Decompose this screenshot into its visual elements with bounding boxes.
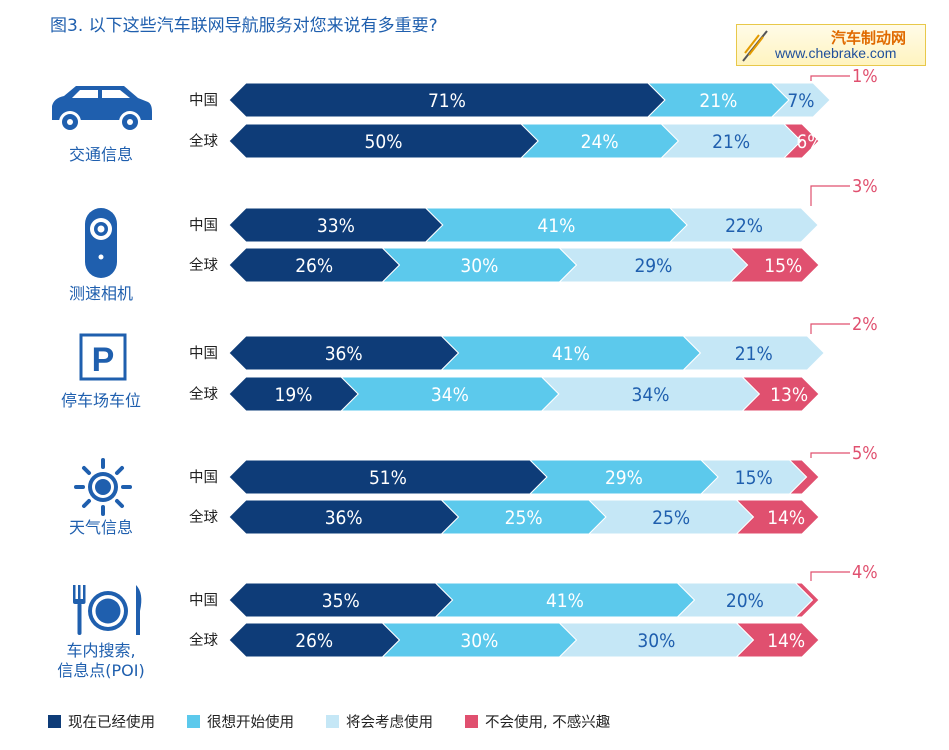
region-label: 全球 [189,256,218,274]
data-label-consider: 34% [632,384,670,406]
bar-segment-now [228,82,666,118]
callout-line [810,185,850,206]
data-label-want: 24% [581,131,619,153]
bar-segment-now [228,207,444,243]
legend-item-want: 很想开始使用 [187,711,294,732]
legend-swatch-never [465,715,478,728]
data-label-consider: 15% [735,467,773,489]
data-label-never: 14% [767,507,805,529]
data-label-now: 36% [325,507,363,529]
data-label-want: 41% [537,215,575,237]
callout-line [810,571,850,581]
region-label: 全球 [189,631,218,649]
bar-segment-now [228,247,401,283]
region-label: 全球 [189,132,218,150]
data-label-consider: 25% [652,507,690,529]
svg-text:P: P [92,341,115,379]
data-label-want: 25% [505,507,543,529]
category-label-speed-camera: 测速相机 [68,284,133,303]
legend-swatch-consider [326,715,339,728]
dining-icon [73,585,142,635]
bar-segment-now [228,622,401,658]
region-label: 中国 [189,217,218,234]
chart-title: 图3. 以下这些汽车联网导航服务对您来说有多重要? [50,16,438,36]
data-label-want: 21% [699,90,737,112]
data-label-now: 33% [317,215,355,237]
logo-line2: www.chebrake.com [775,45,897,61]
legend-swatch-want [187,715,200,728]
data-label-want: 30% [460,630,498,652]
legend-item-now: 现在已经使用 [48,711,155,732]
data-label-now: 35% [322,590,360,612]
data-label-consider: 7% [787,90,814,112]
data-label-consider: 21% [712,131,750,153]
callout-label-never: 3% [852,176,878,197]
data-label-never: 13% [770,384,808,406]
region-label: 全球 [189,508,218,526]
region-label: 中国 [189,592,218,609]
region-label: 全球 [189,385,218,403]
callout-label-never: 5% [852,443,878,464]
region-label: 中国 [189,469,218,486]
data-label-now: 19% [275,384,313,406]
bar-segment-now [228,335,460,371]
category-label-weather: 天气信息 [68,518,133,537]
callout-label-never: 4% [852,562,878,583]
data-label-consider: 22% [725,215,763,237]
data-label-want: 41% [552,343,590,365]
stacked-bar-chart: 中国 71% 21% 7% 1% 全球 50% 24% 21% 6% 中国 33% 41% 22% 3% 全球… [189,66,878,658]
data-label-now: 71% [428,90,466,112]
callout-line [810,75,850,81]
legend-item-consider: 将会考虑使用 [326,711,433,732]
watermark-logo: 汽车制动网 www.chebrake.com [736,24,926,66]
bar-segment-now [228,376,359,412]
category-label-parking: 停车场车位 [60,391,141,410]
callout-label-never: 1% [852,66,878,87]
legend-item-never: 不会使用, 不感兴趣 [465,711,610,732]
callout-line [810,452,850,458]
bar-segment-now [228,499,460,535]
data-label-consider: 29% [634,255,672,277]
region-label: 中国 [189,92,218,109]
category-label-poi: 车内搜索, 信息点(POI) [57,641,145,680]
hand-pointer-icon [742,30,768,62]
data-label-now: 51% [369,467,407,489]
speed-camera-icon [85,208,117,278]
legend-label-want: 很想开始使用 [207,715,294,731]
region-label: 中国 [189,345,218,362]
legend-label-never: 不会使用, 不感兴趣 [485,715,611,731]
callout-line [810,323,850,334]
legend: 现在已经使用 很想开始使用 将会考虑使用 不会使用, 不感兴趣 [48,711,642,732]
bar-segment-now [228,123,539,159]
bar-segment-now [228,582,454,618]
data-label-want: 41% [546,590,584,612]
sun-icon [74,458,132,516]
data-label-consider: 21% [735,343,773,365]
data-label-never: 14% [767,630,805,652]
data-label-never: 15% [764,255,802,277]
data-label-never: 6% [796,131,823,153]
car-icon [52,86,152,133]
legend-label-consider: 将会考虑使用 [346,715,433,731]
logo-line1: 汽车制动网 [831,29,907,47]
data-label-want: 34% [431,384,469,406]
data-label-now: 26% [295,630,333,652]
bar-segment-now [228,459,548,495]
category-label-traffic: 交通信息 [68,145,133,164]
data-label-now: 50% [365,131,403,153]
data-label-now: 36% [325,343,363,365]
data-label-want: 29% [605,467,643,489]
legend-swatch-now [48,715,61,728]
data-label-consider: 20% [726,590,764,612]
data-label-want: 30% [460,255,498,277]
data-label-consider: 30% [637,630,675,652]
parking-icon: P [79,333,127,381]
callout-label-never: 2% [852,314,878,335]
legend-label-now: 现在已经使用 [68,715,155,731]
data-label-now: 26% [295,255,333,277]
